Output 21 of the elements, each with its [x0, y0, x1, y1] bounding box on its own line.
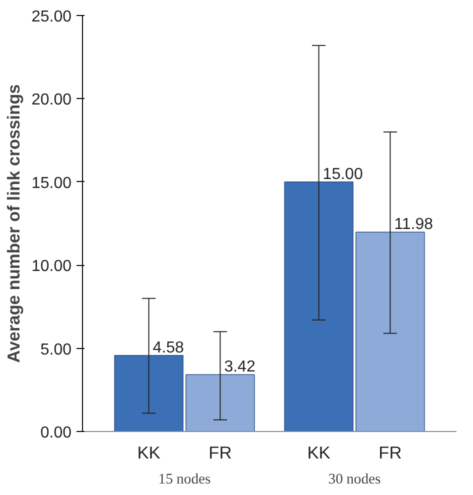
data-label: 15.00	[322, 166, 363, 183]
x-tick-label: 15 nodes	[158, 472, 212, 488]
data-label: 4.58	[152, 339, 184, 356]
y-tick-label: 20.00	[31, 92, 72, 109]
y-tick-label: 25.00	[31, 8, 72, 26]
bar	[284, 182, 354, 432]
data-label: 3.42	[224, 358, 256, 376]
x-tick-label: 30 nodes	[328, 472, 382, 488]
bar	[114, 354, 184, 432]
series-label: KK	[137, 442, 161, 462]
y-axis-title: Average number of link crossings	[3, 84, 24, 363]
bar	[186, 374, 255, 432]
y-tick-label: 15.00	[31, 174, 72, 192]
series-label: FR	[208, 442, 232, 462]
data-label: 11.98	[394, 216, 434, 234]
text: KK	[307, 442, 330, 462]
y-tick-label: 10.00	[31, 258, 72, 276]
y-tick-label: 0.00	[40, 424, 72, 442]
bar	[356, 232, 425, 432]
text: FR	[378, 442, 402, 462]
y-tick-label: 5.00	[40, 341, 72, 358]
